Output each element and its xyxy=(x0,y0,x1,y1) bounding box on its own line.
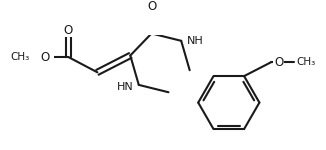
Text: CH₃: CH₃ xyxy=(297,57,316,67)
Text: HN: HN xyxy=(117,82,133,92)
Text: CH₃: CH₃ xyxy=(10,52,29,62)
Text: O: O xyxy=(40,51,49,64)
Text: O: O xyxy=(274,56,283,69)
Text: NH: NH xyxy=(186,36,203,46)
Text: O: O xyxy=(64,24,73,37)
Text: O: O xyxy=(147,0,156,13)
